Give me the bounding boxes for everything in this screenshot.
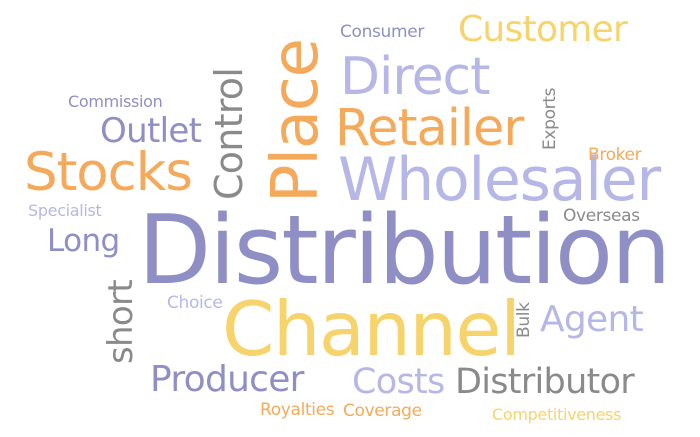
word-direct: Direct bbox=[340, 47, 491, 107]
word-broker: Broker bbox=[588, 145, 642, 165]
word-commission: Commission bbox=[68, 92, 163, 111]
word-outlet: Outlet bbox=[100, 111, 202, 151]
word-agent: Agent bbox=[540, 299, 644, 340]
word-producer: Producer bbox=[150, 359, 304, 400]
word-control: Control bbox=[207, 67, 251, 200]
word-specialist: Specialist bbox=[28, 201, 102, 220]
word-distributor: Distributor bbox=[455, 362, 635, 402]
word-bulk: Bulk bbox=[514, 302, 534, 338]
word-overseas: Overseas bbox=[563, 206, 640, 226]
word-short: short bbox=[101, 280, 141, 364]
word-wholesaler: Wholesaler bbox=[338, 145, 661, 215]
word-costs: Costs bbox=[352, 362, 445, 402]
word-customer: Customer bbox=[458, 9, 628, 50]
word-consumer: Consumer bbox=[340, 22, 424, 42]
word-channel: Channel bbox=[222, 285, 521, 373]
word-exports: Exports bbox=[540, 87, 560, 150]
word-stocks: Stocks bbox=[24, 142, 193, 203]
word-place: Place bbox=[259, 39, 333, 203]
word-choice: Choice bbox=[167, 293, 223, 313]
word-royalties: Royalties bbox=[260, 400, 335, 420]
word-long: Long bbox=[47, 223, 120, 259]
word-distribution: Distribution bbox=[138, 196, 671, 306]
word-retailer: Retailer bbox=[335, 99, 524, 158]
word-coverage: Coverage bbox=[343, 401, 422, 421]
word-competitiveness: Competitiveness bbox=[492, 405, 622, 424]
